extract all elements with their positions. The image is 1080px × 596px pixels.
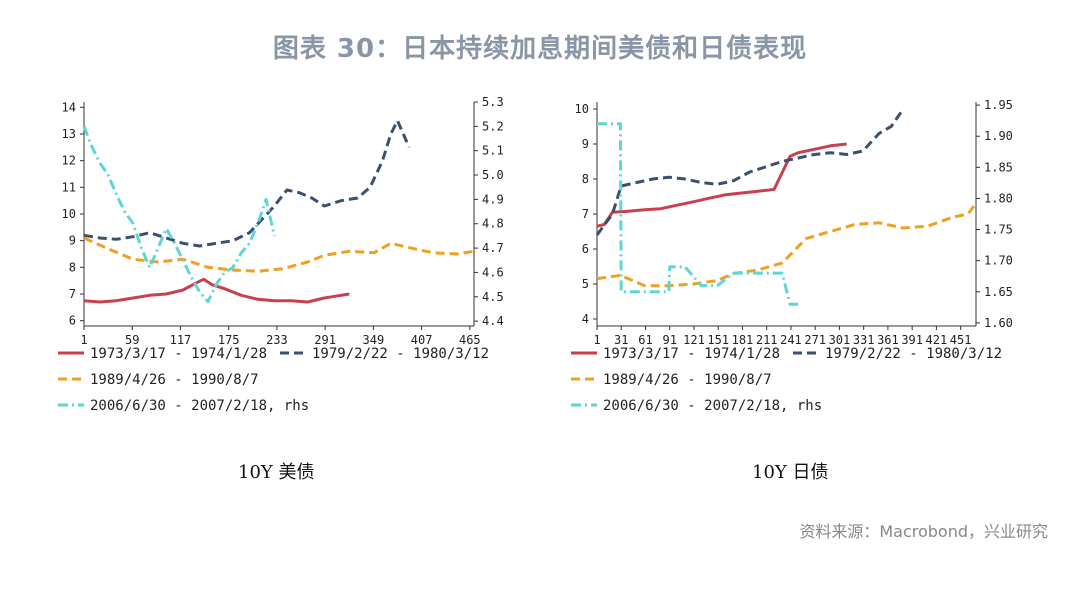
series-line-4 [597, 122, 799, 306]
x-tick-label: 421 [926, 333, 948, 347]
x-tick-label: 1 [593, 333, 600, 347]
legend-label-3: 1989/4/26 - 1990/8/7 [90, 372, 259, 388]
x-tick-label: 151 [707, 333, 729, 347]
y-tick-label: 9 [69, 234, 76, 248]
y-tick-label: 8 [582, 172, 589, 186]
y-tick-label: 13 [62, 127, 76, 141]
x-tick-label: 361 [877, 333, 899, 347]
y-tick-label: 11 [62, 180, 76, 194]
y-tick-label: 14 [62, 100, 76, 114]
y2-tick-label: 4.5 [482, 290, 504, 304]
x-tick-label: 233 [266, 333, 288, 347]
x-tick-label: 1 [80, 333, 87, 347]
us-10y-chart-svg: 14 13 12 11 10 9 8 7 6 5.3 5.2 5.1 5.0 4.9 4.8 4.7 4.6 4.… [58, 95, 504, 414]
y-tick-label: 8 [69, 260, 76, 274]
y2-tick-label: 1.65 [984, 285, 1013, 299]
legend-label-2: 1979/2/22 - 1980/3/12 [312, 346, 489, 362]
x-tick-label: 121 [683, 333, 705, 347]
y-tick-label: 5 [582, 277, 589, 291]
legend-label-2: 1979/2/22 - 1980/3/12 [825, 346, 1002, 362]
series-line-1 [83, 277, 350, 304]
y2-tick-label: 5.1 [482, 144, 504, 158]
y2-tick-label: 4.9 [482, 192, 504, 206]
legend-label-4: 2006/6/30 - 2007/2/18, rhs [603, 398, 822, 414]
y2-tick-label: 1.95 [984, 98, 1013, 112]
y-tick-label: 6 [69, 314, 76, 328]
jp-10y-chart: 10 9 8 7 6 5 4 1.95 1.90 1.85 1.80 1.75 1.70 1.65 1.60… [540, 90, 1080, 430]
series-line-1 [596, 142, 847, 228]
y2-tick-label: 4.4 [482, 314, 504, 328]
x-tick-label: 117 [170, 333, 192, 347]
jp-10y-caption: 10Y 日债 [752, 462, 829, 483]
legend-label-3: 1989/4/26 - 1990/8/7 [603, 372, 772, 388]
legend-label-4: 2006/6/30 - 2007/2/18, rhs [90, 398, 309, 414]
y2-tick-label: 1.70 [984, 254, 1013, 268]
source-note: 资料来源：Macrobond，兴业研究 [799, 522, 1048, 541]
y-tick-label: 9 [582, 137, 589, 151]
y2-tick-label: 1.90 [984, 129, 1013, 143]
y-tick-label: 4 [582, 312, 589, 326]
y-tick-label: 6 [582, 242, 589, 256]
x-tick-label: 271 [804, 333, 826, 347]
x-tick-label: 465 [459, 333, 481, 347]
series-line-2 [595, 108, 905, 236]
x-tick-label: 175 [218, 333, 240, 347]
jp-10y-chart-svg: 10 9 8 7 6 5 4 1.95 1.90 1.85 1.80 1.75 1.70 1.65 1.60… [571, 98, 1013, 414]
y2-tick-label: 5.3 [482, 95, 504, 109]
x-tick-label: 91 [663, 333, 677, 347]
x-tick-label: 391 [901, 333, 923, 347]
legend-label-1: 1973/3/17 - 1974/1/28 [603, 346, 780, 362]
x-tick-label: 211 [756, 333, 778, 347]
x-tick-label: 31 [614, 333, 628, 347]
x-tick-label: 291 [314, 333, 336, 347]
y2-tick-label: 1.60 [984, 316, 1013, 330]
y-tick-label: 10 [575, 102, 589, 116]
y2-tick-label: 4.6 [482, 265, 504, 279]
series-line-2 [83, 119, 411, 248]
us-10y-chart: 14 13 12 11 10 9 8 7 6 5.3 5.2 5.1 5.0 4.9 4.8 4.7 4.6 4.… [0, 90, 540, 430]
y-tick-label: 12 [62, 154, 76, 168]
x-tick-label: 407 [411, 333, 433, 347]
x-tick-label: 61 [638, 333, 652, 347]
legend-label-1: 1973/3/17 - 1974/1/28 [90, 346, 267, 362]
y-tick-label: 10 [62, 207, 76, 221]
series-line-3 [596, 202, 978, 288]
y2-tick-label: 5.0 [482, 168, 504, 182]
y2-tick-label: 1.85 [984, 160, 1013, 174]
y2-tick-label: 5.2 [482, 119, 504, 133]
y2-tick-label: 1.80 [984, 191, 1013, 205]
y2-tick-label: 1.75 [984, 223, 1013, 237]
y-tick-label: 7 [69, 287, 76, 301]
y-tick-label: 7 [582, 207, 589, 221]
page-title: 图表 30：日本持续加息期间美债和日债表现 [272, 34, 808, 64]
x-tick-label: 181 [732, 333, 754, 347]
x-tick-label: 301 [829, 333, 851, 347]
series-line-3 [83, 236, 475, 273]
us-10y-caption: 10Y 美债 [238, 462, 315, 483]
series-line-4 [82, 125, 276, 304]
x-tick-label: 331 [853, 333, 875, 347]
x-tick-label: 59 [125, 333, 139, 347]
y2-tick-label: 4.7 [482, 241, 504, 255]
x-tick-label: 241 [780, 333, 802, 347]
x-tick-label: 349 [363, 333, 385, 347]
y2-tick-label: 4.8 [482, 217, 504, 231]
x-tick-label: 451 [950, 333, 972, 347]
